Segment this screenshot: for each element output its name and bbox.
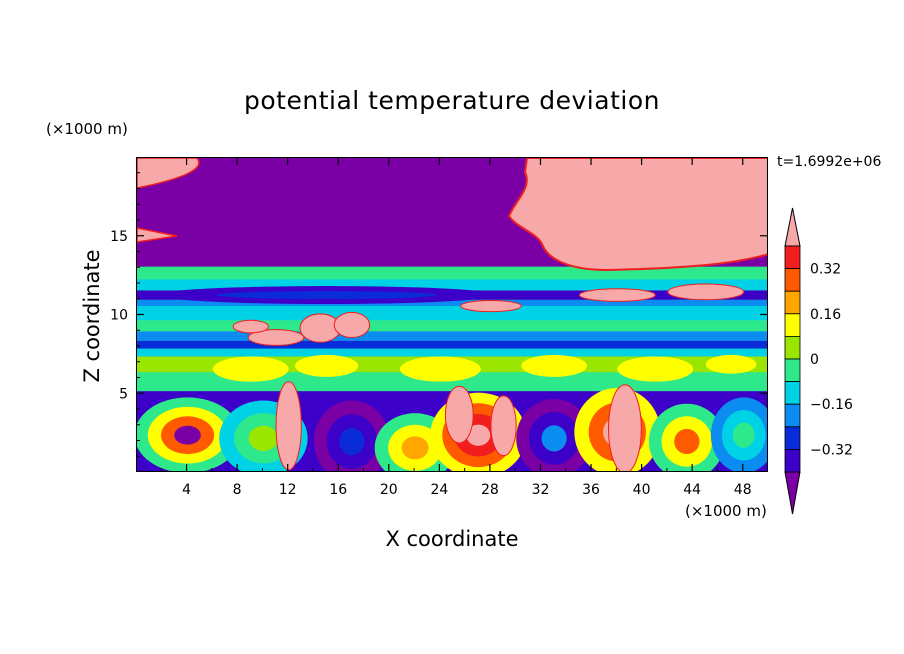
x-tick-label: 4 [182,482,191,498]
colorbar-bin [784,426,801,450]
contour-plot-area [136,157,768,472]
x-tick-label: 48 [734,482,752,498]
band-layer [137,348,767,357]
contour-patch [617,356,694,382]
x-tick-label: 36 [582,482,600,498]
contour-patch [578,288,656,302]
chart-title: potential temperature deviation [244,86,660,115]
contour-patch [490,395,517,457]
z-axis-unit: (×1000 m) [46,120,128,138]
time-label: t=1.6992e+06 [777,154,882,170]
colorbar-bin [784,403,801,428]
colorbar-label: −0.16 [810,397,853,413]
y-axis-label: Z coordinate [80,249,104,383]
colorbar-bin [784,381,801,405]
contour-patch [460,300,522,313]
colorbar-bin [784,448,801,473]
colorbar-upper-triangle [784,207,801,247]
x-tick-label: 44 [683,482,701,498]
colorbar-bin [784,290,801,315]
contour-patch [444,385,474,444]
y-tick-label: 15 [110,229,128,245]
contour-patch [174,425,201,445]
colorbar-label: 0.32 [810,262,841,278]
contour-patch [232,319,269,334]
band-layer [137,279,767,291]
band-layer [137,299,767,307]
contour-patch [399,356,481,382]
band-layer [137,306,767,321]
contour-patch [339,427,365,456]
x-tick-label: 8 [233,482,242,498]
contour-patch [507,158,767,272]
x-tick-label: 16 [329,482,347,498]
x-tick-label: 28 [481,482,499,498]
contour-patch [247,329,305,346]
contour-field [137,158,767,471]
contour-patch [333,311,371,339]
x-tick-label: 12 [279,482,297,498]
colorbar-label: 0.16 [810,307,841,323]
contour-patch [295,354,359,377]
y-tick-label: 5 [119,386,128,402]
colorbar-bin [784,245,801,270]
contour-patch [674,428,700,455]
band-layer [137,320,767,332]
contour-patch [212,356,289,382]
band-layer [137,266,767,280]
colorbar-bin [784,313,801,337]
colorbar-lower-triangle [784,471,801,515]
contour-patch [401,436,429,460]
x-tick-label: 24 [430,482,448,498]
contour-patch [248,425,279,451]
band-layer [137,340,767,349]
contour-patch [466,424,491,446]
colorbar-bin [784,268,801,292]
band-layer [137,331,767,341]
contour-patch [521,354,587,377]
colorbar-label: 0 [810,352,819,368]
x-axis-unit: (×1000 m) [685,502,767,520]
contour-patch [705,354,757,374]
colorbar-bin [784,335,801,360]
contour-patch [541,425,567,452]
x-tick-label: 20 [380,482,398,498]
contour-patch [137,158,200,189]
colorbar-label: −0.32 [810,442,853,458]
x-tick-label: 32 [532,482,550,498]
contour-patch [667,283,745,301]
contour-patch [137,227,178,243]
y-tick-label: 10 [110,308,128,324]
contour-patch [275,381,302,471]
contour-patch [607,384,642,471]
contour-patch [732,422,755,448]
x-axis-label: X coordinate [385,527,519,551]
x-tick-label: 40 [633,482,651,498]
contour-patch [216,291,437,300]
colorbar-bin [784,358,801,383]
